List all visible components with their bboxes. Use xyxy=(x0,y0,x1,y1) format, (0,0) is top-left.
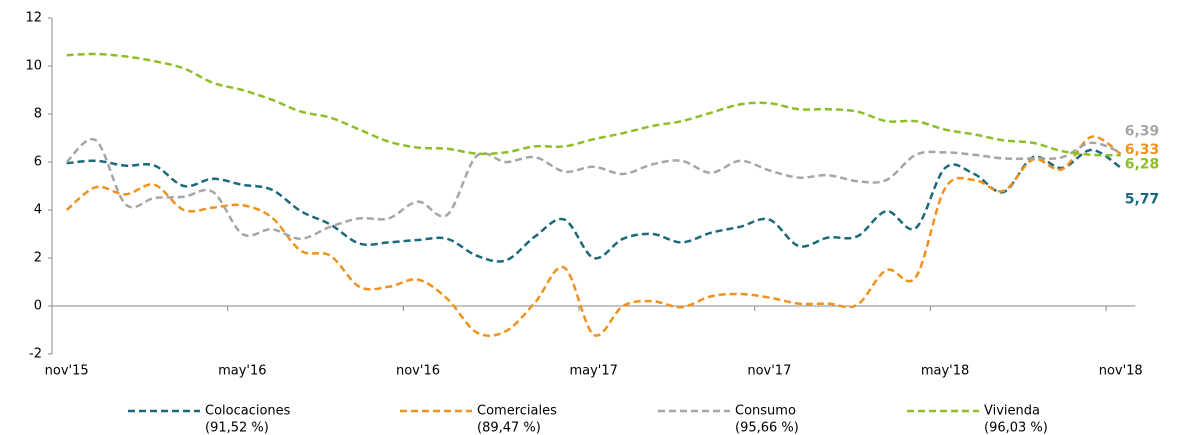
legend-share: (91,52 %) xyxy=(205,421,269,435)
series-line xyxy=(66,148,1122,263)
legend-label: Consumo xyxy=(735,404,796,419)
end-label: 5,77 xyxy=(1125,192,1160,208)
y-tick-label: 6 xyxy=(34,155,42,170)
series-line xyxy=(65,135,1122,337)
x-tick-label: may'18 xyxy=(921,364,969,379)
legend-share: (89,47 %) xyxy=(477,421,541,435)
x-tick-label: may'17 xyxy=(569,364,617,379)
y-tick-label: 10 xyxy=(25,59,42,74)
y-tick-label: 0 xyxy=(34,299,42,314)
legend-label: Comerciales xyxy=(477,404,557,419)
y-tick-label: 4 xyxy=(34,203,42,218)
y-tick-label: -2 xyxy=(29,347,42,362)
x-tick-label: nov'15 xyxy=(45,364,89,379)
end-label: 6,28 xyxy=(1125,156,1160,172)
x-tick-label: nov'17 xyxy=(747,364,791,379)
end-label: 6,39 xyxy=(1125,124,1160,140)
y-tick-label: 2 xyxy=(34,251,42,266)
legend-label: Vivienda xyxy=(984,404,1040,419)
x-tick-label: nov'18 xyxy=(1099,364,1143,379)
legend-share: (96,03 %) xyxy=(984,421,1048,435)
legend-label: Colocaciones xyxy=(205,404,291,419)
series-line xyxy=(66,52,1121,157)
series-line xyxy=(65,137,1122,241)
x-tick-label: nov'16 xyxy=(396,364,440,379)
y-tick-label: 8 xyxy=(34,107,42,122)
legend-share: (95,66 %) xyxy=(735,421,799,435)
y-tick-label: 12 xyxy=(25,11,42,26)
end-label: 6,33 xyxy=(1125,142,1160,158)
x-tick-label: may'16 xyxy=(218,364,266,379)
